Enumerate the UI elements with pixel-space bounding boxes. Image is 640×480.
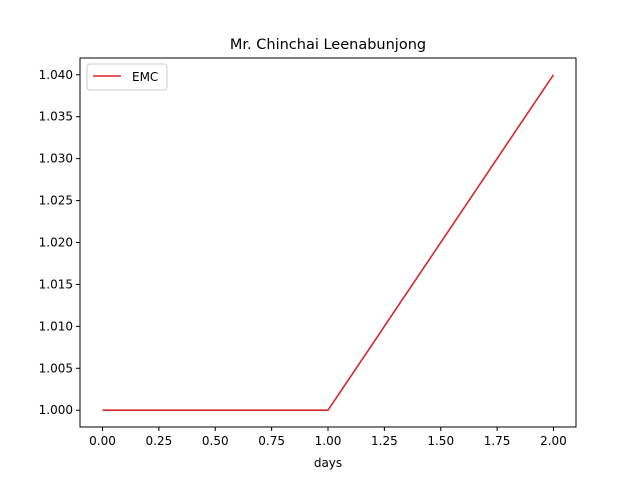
chart-title: Mr. Chinchai Leenabunjong [230, 37, 426, 53]
x-tick-label: 1.25 [371, 434, 398, 448]
x-tick-label: 1.75 [484, 434, 511, 448]
x-tick-label: 1.50 [427, 434, 454, 448]
y-tick-label: 1.020 [39, 236, 73, 250]
legend-label-emc: EMC [132, 70, 158, 84]
y-tick-label: 1.010 [39, 319, 73, 333]
legend-box [86, 63, 168, 91]
plot-frame [79, 57, 577, 428]
y-tick-label: 1.005 [39, 361, 73, 375]
series-layer [102, 74, 555, 412]
x-tick-label: 0.75 [258, 434, 285, 448]
legend: EMC [86, 63, 168, 91]
x-tick-label: 0.25 [146, 434, 173, 448]
x-tick-label: 1.00 [315, 434, 342, 448]
x-tick-label: 2.00 [540, 434, 567, 448]
series-line-emc [102, 74, 555, 412]
x-tick-label: 0.50 [202, 434, 229, 448]
x-axis-label: days [314, 456, 342, 470]
y-tick-label: 1.025 [39, 194, 73, 208]
y-tick-label: 1.015 [39, 277, 73, 291]
x-axis: 0.00 0.25 0.50 0.75 1.00 1.25 1.50 1.75 2.00 [89, 427, 567, 448]
y-tick-label: 1.040 [39, 68, 73, 82]
x-tick-label: 0.00 [89, 434, 116, 448]
y-tick-label: 1.030 [39, 152, 73, 166]
y-tick-label: 1.035 [39, 110, 73, 124]
y-axis: 1.000 1.005 1.010 1.015 1.020 1.025 1.030 1.035… [39, 68, 80, 417]
y-tick-label: 1.000 [39, 403, 73, 417]
